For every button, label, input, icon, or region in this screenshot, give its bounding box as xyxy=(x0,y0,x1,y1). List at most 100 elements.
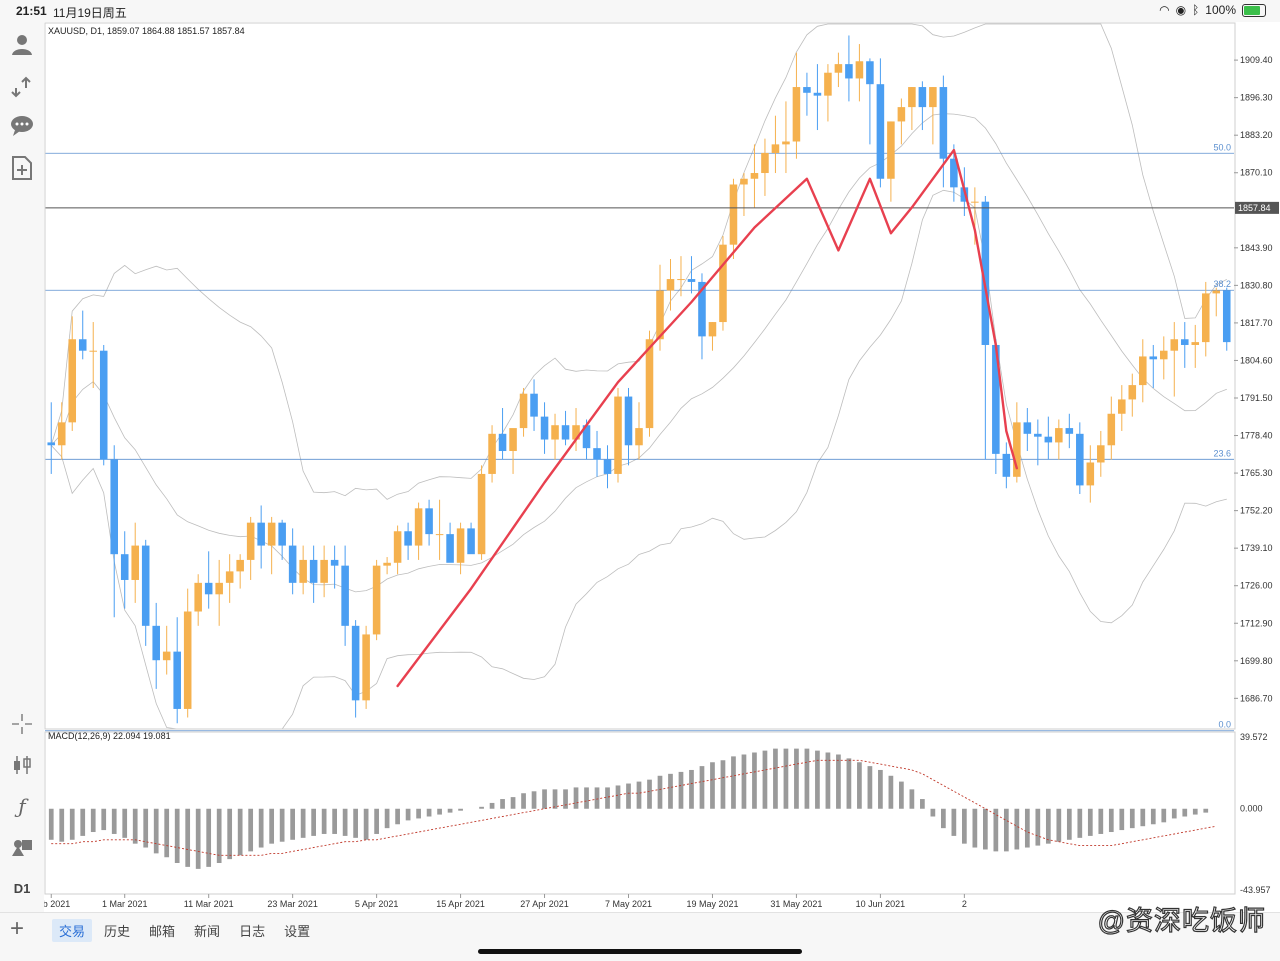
candle-body-100 xyxy=(1097,445,1105,463)
fib-label-1: 38.2 xyxy=(1213,279,1231,289)
candle-body-77 xyxy=(855,61,864,79)
candle-body-105 xyxy=(1149,356,1158,360)
fib-label-2: 23.6 xyxy=(1213,448,1231,458)
candle-body-34 xyxy=(404,531,412,546)
date-tick-label-11: 2 xyxy=(962,899,967,909)
candle-body-79 xyxy=(876,84,885,179)
candle-body-1 xyxy=(57,422,66,446)
candle-body-98 xyxy=(1076,433,1084,486)
price-tick-label-16: 1686.70 xyxy=(1240,693,1273,703)
price-tick-label-14: 1712.90 xyxy=(1240,618,1273,628)
tab-3[interactable]: 新闻 xyxy=(194,924,221,939)
objects-icon[interactable] xyxy=(8,834,36,862)
candle-body-29 xyxy=(351,625,360,701)
date-tick-label-4: 5 Apr 2021 xyxy=(355,899,399,909)
candle-body-74 xyxy=(824,72,832,96)
price-pane-border xyxy=(44,22,1236,730)
candle-body-55 xyxy=(624,396,633,446)
candle-body-51 xyxy=(582,425,591,449)
price-tick-label-5: 1830.80 xyxy=(1240,280,1273,290)
candle-body-102 xyxy=(1118,399,1126,414)
chat-icon[interactable] xyxy=(8,112,36,140)
tab-5[interactable]: 设置 xyxy=(284,924,311,939)
candle-body-37 xyxy=(435,534,444,536)
tab-4[interactable]: 日志 xyxy=(239,924,266,939)
candle-body-96 xyxy=(1055,428,1063,443)
price-tick-label-10: 1765.30 xyxy=(1240,468,1273,478)
candle-body-85 xyxy=(939,87,948,159)
candle-body-66 xyxy=(740,178,748,185)
status-date: 11月19日周五 xyxy=(53,6,127,20)
candle-body-44 xyxy=(509,428,517,452)
candle-body-24 xyxy=(299,559,307,583)
date-tick-label-9: 31 May 2021 xyxy=(770,899,822,909)
axes: 1909.40 1896.30 1883.20 1870.10 1843.90 1830.… xyxy=(44,22,1279,909)
candle-body-91 xyxy=(1002,453,1011,477)
status-time: 21:51 xyxy=(16,4,47,18)
candle-body-80 xyxy=(887,121,895,179)
add-icon[interactable]: + xyxy=(10,915,25,942)
candle-body-89 xyxy=(981,201,990,345)
candle-body-18 xyxy=(236,559,244,572)
tab-0[interactable]: 交易 xyxy=(52,919,93,942)
candle-body-63 xyxy=(708,322,717,337)
candle-body-76 xyxy=(845,64,853,79)
candle-body-39 xyxy=(456,528,465,563)
candle-body-54 xyxy=(614,396,622,474)
candle-body-106 xyxy=(1160,350,1168,360)
candlestick-icon[interactable] xyxy=(8,751,36,779)
candle-body-38 xyxy=(446,534,454,563)
tab-2[interactable]: 邮箱 xyxy=(149,924,176,939)
candle-body-12 xyxy=(173,651,181,709)
macd-pane xyxy=(48,748,1217,869)
tab-1[interactable]: 历史 xyxy=(104,924,131,939)
function-icon[interactable]: ƒ xyxy=(18,794,26,818)
price-tick-label-2: 1883.20 xyxy=(1240,130,1273,140)
macd-signal-line xyxy=(51,759,1217,856)
date-tick-label-10: 10 Jun 2021 xyxy=(856,899,906,909)
candle-body-69 xyxy=(771,144,780,153)
candle-body-78 xyxy=(866,61,874,85)
candle-body-56 xyxy=(635,428,643,446)
crosshair-icon[interactable] xyxy=(8,710,36,738)
candle-body-68 xyxy=(761,152,769,174)
price-tick-label-1: 1896.30 xyxy=(1240,93,1273,103)
date-tick-label-8: 19 May 2021 xyxy=(686,899,738,909)
price-tick-label-9: 1778.40 xyxy=(1240,431,1273,441)
drawn-trend-curve xyxy=(396,148,1018,688)
candle-body-65 xyxy=(729,184,738,245)
candle-body-33 xyxy=(393,531,402,563)
candle-body-46 xyxy=(530,393,538,417)
new-document-icon[interactable] xyxy=(8,154,36,182)
candle-body-0 xyxy=(47,442,56,446)
candle-body-92 xyxy=(1013,422,1021,477)
date-tick-label-3: 23 Mar 2021 xyxy=(267,899,318,909)
candle-body-41 xyxy=(477,473,486,555)
person-icon[interactable] xyxy=(8,30,36,58)
candle-body-101 xyxy=(1107,413,1116,446)
candle-body-62 xyxy=(698,281,706,337)
candle-body-7 xyxy=(120,554,129,580)
chart-area[interactable]: 50.0 38.2 23.6 0.0 1909.40 1896.30 1883.20 187… xyxy=(44,22,1280,912)
timeframe-button[interactable]: D1 xyxy=(13,880,31,896)
price-tick-label-13: 1726.00 xyxy=(1240,581,1273,591)
candle-body-110 xyxy=(1201,293,1210,343)
candle-body-19 xyxy=(246,522,255,560)
candle-body-53 xyxy=(603,459,612,474)
candle-body-14 xyxy=(194,582,202,612)
current-price-tag-bg xyxy=(1235,201,1279,214)
battery-icon xyxy=(1242,3,1266,17)
candle-body-67 xyxy=(750,173,759,179)
candle-body-25 xyxy=(309,559,318,583)
bottom-tabs: 交易 历史 邮箱 新闻 日志 设置 xyxy=(52,919,322,942)
candle-body-50 xyxy=(572,425,580,440)
candle-body-75 xyxy=(834,64,843,73)
candle-body-21 xyxy=(267,522,276,546)
candle-body-22 xyxy=(278,522,286,546)
candle-body-10 xyxy=(152,625,160,661)
date-tick-label-0: Feb 2021 xyxy=(44,899,70,909)
trade-arrows-icon[interactable] xyxy=(8,72,36,100)
price-tick-label-11: 1752.20 xyxy=(1240,506,1273,516)
candle-body-57 xyxy=(645,339,654,429)
candle-body-82 xyxy=(908,87,916,108)
